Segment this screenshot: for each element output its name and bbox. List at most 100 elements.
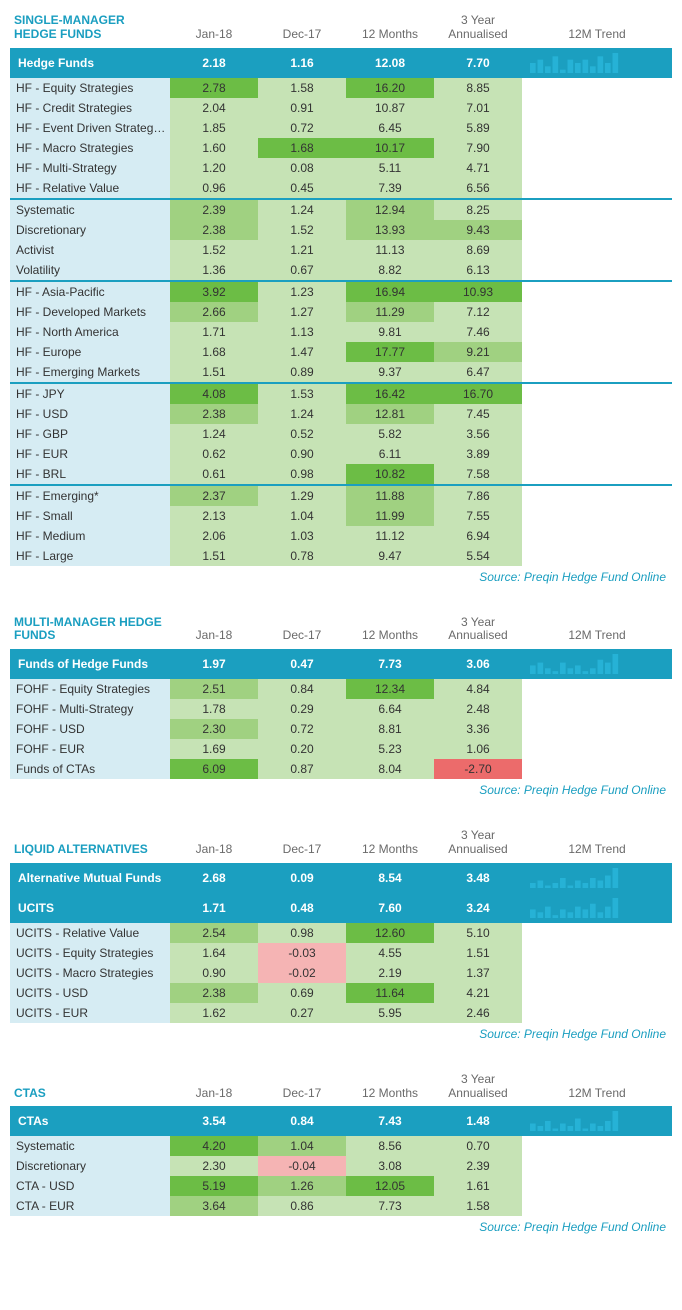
cell: 2.37 (170, 485, 258, 506)
cell: -0.04 (258, 1156, 346, 1176)
cell: 1.62 (170, 1003, 258, 1023)
cell: 8.04 (346, 759, 434, 779)
cell: 7.58 (434, 464, 522, 485)
cell: 4.20 (170, 1136, 258, 1156)
cell: 2.19 (346, 963, 434, 983)
cell: 4.21 (434, 983, 522, 1003)
cell: 0.84 (258, 1106, 346, 1136)
cell: 2.38 (170, 220, 258, 240)
cell: 13.93 (346, 220, 434, 240)
cell: 10.82 (346, 464, 434, 485)
cell: 7.70 (434, 48, 522, 78)
table-row: UCITS - USD2.380.6911.644.21 (10, 983, 672, 1003)
table-row: HF - Macro Strategies1.601.6810.177.90 (10, 138, 672, 158)
table-row: HF - Credit Strategies2.040.9110.877.01 (10, 98, 672, 118)
table-row: Discretionary2.30-0.043.082.39 (10, 1156, 672, 1176)
cell: 11.64 (346, 983, 434, 1003)
cell: 7.90 (434, 138, 522, 158)
table-row: Systematic4.201.048.560.70 (10, 1136, 672, 1156)
table-row: HF - North America1.711.139.817.46 (10, 322, 672, 342)
col-header: Jan-18 (170, 12, 258, 48)
cell: 0.90 (170, 963, 258, 983)
cell: 1.85 (170, 118, 258, 138)
row-name: Funds of CTAs (10, 759, 170, 779)
cell: 3.89 (434, 444, 522, 464)
table-row: HF - Multi-Strategy1.200.085.114.71 (10, 158, 672, 178)
cell: 1.24 (258, 199, 346, 220)
row-name: HF - Credit Strategies (10, 98, 170, 118)
table-row: HF - JPY4.081.5316.4216.70 (10, 383, 672, 404)
cell: 2.38 (170, 404, 258, 424)
cell: 0.91 (258, 98, 346, 118)
cell: 3.56 (434, 424, 522, 444)
row-name: FOHF - USD (10, 719, 170, 739)
cell: 16.94 (346, 281, 434, 302)
cell: 5.23 (346, 739, 434, 759)
cell: 2.18 (170, 48, 258, 78)
cell: 5.19 (170, 1176, 258, 1196)
table-row: HF - EUR0.620.906.113.89 (10, 444, 672, 464)
cell: 2.68 (170, 863, 258, 893)
cell: 12.81 (346, 404, 434, 424)
row-name: UCITS - Relative Value (10, 923, 170, 943)
spark-cell (522, 48, 672, 78)
table-header-row: Funds of Hedge Funds1.970.477.733.06 (10, 649, 672, 679)
cell: 7.55 (434, 506, 522, 526)
cell: 12.60 (346, 923, 434, 943)
cell: 1.37 (434, 963, 522, 983)
col-header: Dec-17 (258, 614, 346, 650)
cell: 0.08 (258, 158, 346, 178)
row-name: UCITS - USD (10, 983, 170, 1003)
section: SINGLE-MANAGER HEDGE FUNDSJan-18Dec-1712… (10, 12, 672, 584)
col-header: 12 Months (346, 12, 434, 48)
spark-cell (522, 649, 672, 679)
row-name: HF - Large (10, 546, 170, 566)
cell: 1.58 (258, 78, 346, 98)
cell: 5.54 (434, 546, 522, 566)
cell: 5.89 (434, 118, 522, 138)
spark-cell (522, 863, 672, 893)
table-row: HF - Emerging*2.371.2911.887.86 (10, 485, 672, 506)
cell: 0.90 (258, 444, 346, 464)
row-name: Discretionary (10, 1156, 170, 1176)
cell: 6.64 (346, 699, 434, 719)
table-row: FOHF - Equity Strategies2.510.8412.344.8… (10, 679, 672, 699)
col-header: 12 Months (346, 827, 434, 863)
row-name: CTA - USD (10, 1176, 170, 1196)
cell: 11.12 (346, 526, 434, 546)
table-row: HF - Equity Strategies2.781.5816.208.85 (10, 78, 672, 98)
cell: 1.04 (258, 506, 346, 526)
cell: 11.88 (346, 485, 434, 506)
cell: 4.71 (434, 158, 522, 178)
cell: 1.26 (258, 1176, 346, 1196)
table-header-row: Alternative Mutual Funds2.680.098.543.48 (10, 863, 672, 893)
cell: 7.01 (434, 98, 522, 118)
cell: 10.17 (346, 138, 434, 158)
cell: 12.94 (346, 199, 434, 220)
row-name: HF - Event Driven Strategies (10, 118, 170, 138)
row-name: HF - Asia-Pacific (10, 281, 170, 302)
cell: 1.29 (258, 485, 346, 506)
cell: 3.24 (434, 893, 522, 923)
cell: 5.95 (346, 1003, 434, 1023)
col-header: 12M Trend (522, 1071, 672, 1107)
table-row: HF - Developed Markets2.661.2711.297.12 (10, 302, 672, 322)
cell: 1.71 (170, 893, 258, 923)
cell: 8.82 (346, 260, 434, 281)
row-name: FOHF - EUR (10, 739, 170, 759)
cell: 7.12 (434, 302, 522, 322)
cell: 1.24 (258, 404, 346, 424)
row-name: Activist (10, 240, 170, 260)
table-row: CTA - USD5.191.2612.051.61 (10, 1176, 672, 1196)
row-name: HF - Europe (10, 342, 170, 362)
col-header: Dec-17 (258, 12, 346, 48)
cell: 1.36 (170, 260, 258, 281)
col-header: Jan-18 (170, 614, 258, 650)
cell: 0.84 (258, 679, 346, 699)
cell: 2.04 (170, 98, 258, 118)
row-name: CTA - EUR (10, 1196, 170, 1216)
cell: 7.39 (346, 178, 434, 199)
cell: 4.55 (346, 943, 434, 963)
cell: 0.62 (170, 444, 258, 464)
col-header: 12M Trend (522, 827, 672, 863)
